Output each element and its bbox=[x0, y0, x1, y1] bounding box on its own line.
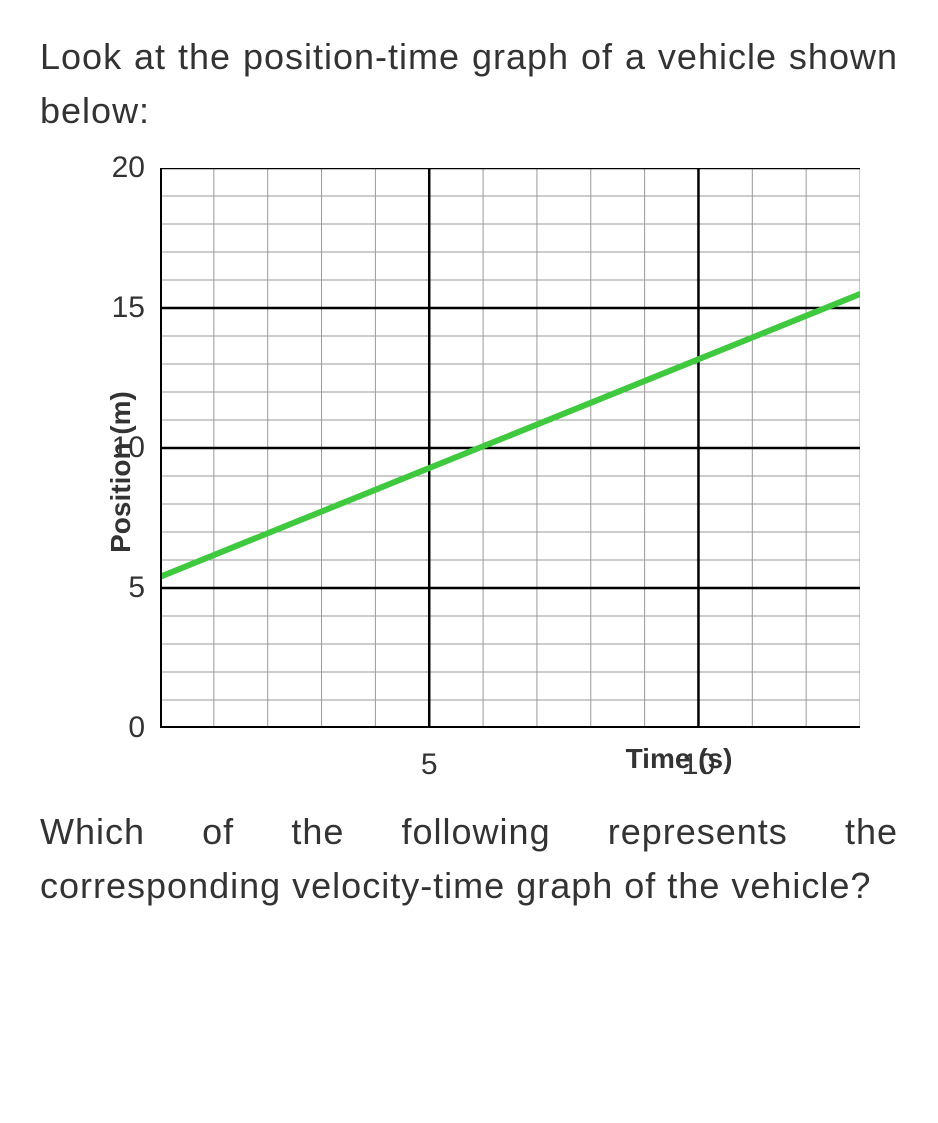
y-axis-label: Position (m) bbox=[105, 391, 137, 553]
chart-container: Position (m) 05101520510 Time (s) bbox=[80, 168, 898, 775]
chart-plot-area: 05101520510 bbox=[160, 168, 898, 733]
x-tick-label: 10 bbox=[682, 748, 715, 782]
question-bottom-text: Which of the following represents the co… bbox=[40, 805, 898, 913]
y-tick-label: 20 bbox=[112, 151, 145, 185]
y-tick-label: 0 bbox=[128, 711, 145, 745]
y-tick-label: 5 bbox=[128, 571, 145, 605]
x-tick-label: 5 bbox=[421, 748, 438, 782]
question-top-text: Look at the position-time graph of a veh… bbox=[40, 30, 898, 138]
x-axis-label: Time (s) bbox=[460, 743, 898, 775]
chart-svg bbox=[160, 168, 860, 728]
y-tick-label: 15 bbox=[112, 291, 145, 325]
y-tick-label: 10 bbox=[112, 431, 145, 465]
